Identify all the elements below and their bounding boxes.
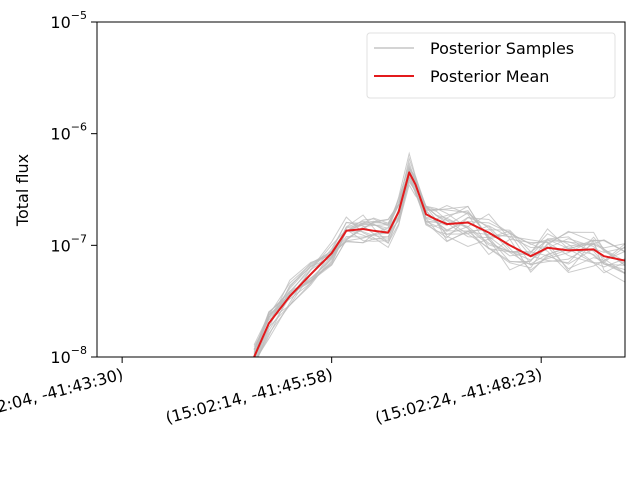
posterior-sample-line xyxy=(253,173,625,347)
posterior-sample-line xyxy=(254,183,625,357)
x-axis: (15:02:04, -41:43:30) (15:02:14, -41:45:5… xyxy=(0,357,544,427)
posterior-samples xyxy=(253,151,625,357)
posterior-sample-line xyxy=(253,178,625,355)
y-tick-label: 10−6 xyxy=(50,121,87,144)
posterior-mean xyxy=(253,171,625,357)
x-tick-label: (15:02:04, -41:43:30) xyxy=(0,365,125,428)
y-tick-label: 10−8 xyxy=(50,344,87,367)
x-tick-label: (15:02:14, -41:45:58) xyxy=(163,365,334,428)
legend-label-mean: Posterior Mean xyxy=(430,67,549,86)
legend-box xyxy=(366,32,616,99)
plot-frame xyxy=(96,21,626,358)
posterior-mean-line xyxy=(253,171,625,357)
posterior-sample-line xyxy=(257,171,625,357)
y-tick-label: 10−5 xyxy=(50,9,87,32)
posterior-sample-line xyxy=(256,151,625,357)
legend-label-samples: Posterior Samples xyxy=(430,39,574,58)
legend: Posterior Samples Posterior Mean xyxy=(366,32,616,99)
posterior-sample-line xyxy=(253,180,625,350)
posterior-sample-line xyxy=(253,170,625,351)
y-tick-label: 10−7 xyxy=(50,232,87,255)
x-tick-label: (15:02:24, -41:48:23) xyxy=(373,365,544,428)
posterior-sample-line xyxy=(253,164,625,346)
y-axis: 10−8 10−7 10−6 10−5 xyxy=(50,9,97,367)
y-axis-label: Total flux xyxy=(13,154,32,227)
